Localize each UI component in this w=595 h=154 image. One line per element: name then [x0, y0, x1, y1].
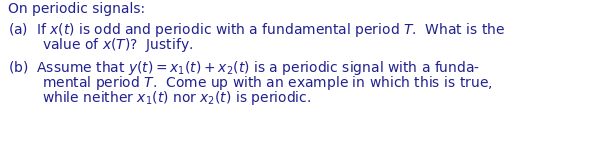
- Text: while neither $x_1(t)$ nor $x_2(t)$ is periodic.: while neither $x_1(t)$ nor $x_2(t)$ is p…: [42, 89, 311, 107]
- Text: (a)  If $x(t)$ is odd and periodic with a fundamental period $T$.  What is the: (a) If $x(t)$ is odd and periodic with a…: [8, 21, 505, 39]
- Text: mental period $T$.  Come up with an example in which this is true,: mental period $T$. Come up with an examp…: [42, 74, 493, 92]
- Text: value of $x(T)$?  Justify.: value of $x(T)$? Justify.: [42, 36, 193, 54]
- Text: On periodic signals:: On periodic signals:: [8, 2, 145, 16]
- Text: (b)  Assume that $y(t) = x_1(t) + x_2(t)$ is a periodic signal with a funda-: (b) Assume that $y(t) = x_1(t) + x_2(t)$…: [8, 59, 480, 77]
